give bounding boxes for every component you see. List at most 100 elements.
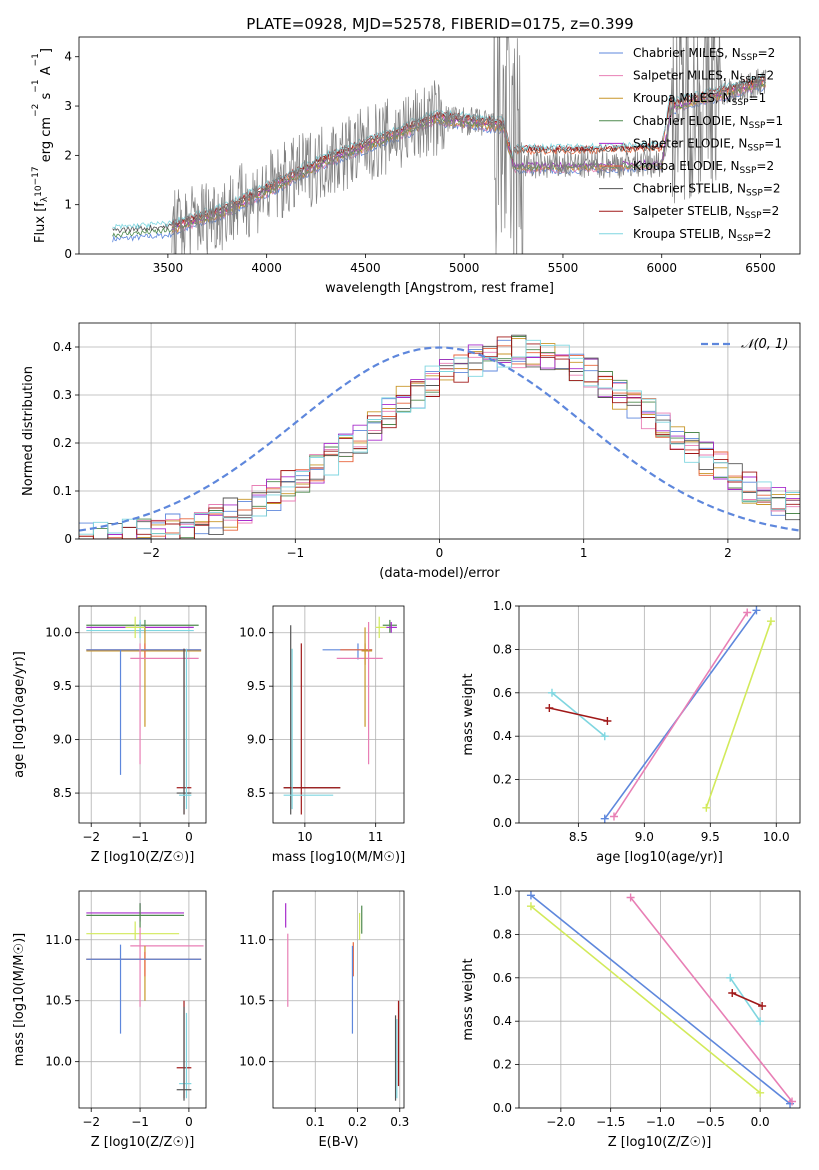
x-tick-label: −2 <box>142 546 160 560</box>
legend-label: 𝒩(0, 1) <box>741 337 788 352</box>
y-tick-label: 0.6 <box>493 971 512 985</box>
x-tick-label: 9.0 <box>635 830 654 844</box>
y-tick-label: 2 <box>64 148 72 162</box>
y-tick-label: 10.0 <box>45 626 72 640</box>
y-tick-label: 0.0 <box>493 816 512 830</box>
x-tick-label: 10.0 <box>763 830 790 844</box>
x-tick-label: 10 <box>297 830 312 844</box>
chart-layer: 3500 4000 4500 5000 5500 6000 6500 0 1 2 3 4 wavelen… <box>12 36 801 1150</box>
errorbar-plot-area <box>86 616 202 815</box>
legend-sub: SSP <box>732 98 749 108</box>
axes-frame <box>78 322 801 540</box>
y-axis-label: Normed distribution <box>21 366 36 496</box>
y-tick-label: 9.0 <box>53 733 72 747</box>
weight-plot-area <box>545 606 775 823</box>
y-tick-label: 9.0 <box>247 733 266 747</box>
y-tick-label: 8.5 <box>53 786 72 800</box>
residuals-plot-area <box>79 334 800 539</box>
observed-spectrum-line <box>171 37 767 254</box>
y-axis-label-part: −17 <box>31 166 41 185</box>
y-axis-label-part: −1 <box>31 79 41 92</box>
axes-frame <box>272 605 405 824</box>
y-axis-label-part: Flux [f <box>33 202 48 243</box>
legend-sub: SSP <box>746 189 763 199</box>
y-tick-label: 10.0 <box>45 1055 72 1069</box>
legend-label: Chabrier MILES, NSSP=2 <box>633 46 775 63</box>
y-tick-label: 4 <box>64 50 72 64</box>
x-tick-label: 0.0 <box>751 1115 770 1129</box>
legend-name: Kroupa STELIB, N <box>633 227 737 241</box>
x-axis-label: Z [log10(Z/Z☉)] <box>608 1135 712 1150</box>
weight-point-marker <box>766 617 775 626</box>
y-axis-label: mass weight <box>461 958 476 1040</box>
x-tick-label: −1.5 <box>596 1115 625 1129</box>
y-tick-label: 1.0 <box>493 599 512 613</box>
axes-frame <box>78 890 207 1109</box>
age-vs-mass-panel: 10 11 8.5 9.0 9.5 10.0 mass [log10(M/M☉)] <box>239 605 405 865</box>
legend-label: Kroupa ELODIE, NSSP=2 <box>633 159 774 176</box>
legend-sub: SSP <box>740 76 757 86</box>
figure-title: PLATE=0928, MJD=52578, FIBERID=0175, z=0… <box>246 15 633 33</box>
y-tick-label: 0.4 <box>493 729 512 743</box>
spectrum-panel: 3500 4000 4500 5000 5500 6000 6500 0 1 2 3 4 wavelen… <box>31 36 801 296</box>
y-axis-label-part: 10 <box>34 185 44 197</box>
legend-label: Chabrier STELIB, NSSP=2 <box>633 182 781 199</box>
legend-label: Chabrier ELODIE, NSSP=1 <box>633 114 783 131</box>
residual-histogram-chabrier-stelib <box>79 334 800 539</box>
legend-label: Salpeter ELODIE, NSSP=1 <box>633 136 782 153</box>
weight-point-marker <box>547 688 556 697</box>
x-tick-label: 11 <box>368 830 383 844</box>
weight-vs-age-panel: 8.5 9.0 9.5 10.0 0.0 0.2 0.4 0.6 0.8 1.0 age [log1… <box>461 599 801 865</box>
weight-point-marker <box>758 1002 767 1011</box>
legend-count: =2 <box>754 227 772 241</box>
x-tick-label: −1 <box>286 546 304 560</box>
y-tick-label: 0 <box>64 247 72 261</box>
weight-series-line <box>705 620 772 809</box>
errorbar-plot-area <box>283 616 397 815</box>
legend-count: =1 <box>764 136 782 150</box>
legend-sub: SSP <box>745 211 762 221</box>
x-tick-label: 2 <box>724 546 732 560</box>
y-axis-label-part: −2 <box>31 104 41 117</box>
x-tick-label: −0.5 <box>696 1115 725 1129</box>
y-tick-label: 0.8 <box>493 927 512 941</box>
x-tick-label: −1 <box>131 1115 149 1129</box>
weight-vs-Z-panel: −2.0 −1.5 −1.0 −0.5 0.0 0.0 0.2 0.4 0.6 0.8 1.0 Z [… <box>461 884 801 1150</box>
y-tick-label: 10.5 <box>239 994 266 1008</box>
x-tick-label: −2.0 <box>546 1115 575 1129</box>
y-axis-label-part: s <box>39 92 54 103</box>
y-tick-label: 1.0 <box>493 884 512 898</box>
y-tick-label: 0.6 <box>493 686 512 700</box>
axes-frame <box>518 605 801 824</box>
legend-name: Salpeter MILES, N <box>633 69 740 83</box>
x-tick-label: 0.2 <box>348 1115 367 1129</box>
y-tick-label: 9.5 <box>53 679 72 693</box>
weight-point-marker <box>600 814 609 823</box>
y-tick-label: 0.8 <box>493 642 512 656</box>
age-vs-Z-panel: −2 −1 0 8.5 9.0 9.5 10.0 Z [log10(Z/Z☉)] age [lo… <box>12 605 207 865</box>
axes-frame <box>78 605 207 824</box>
y-tick-label: 1 <box>64 198 72 212</box>
y-tick-label: 0.4 <box>493 1014 512 1028</box>
legend-count: =2 <box>763 182 781 196</box>
y-tick-label: 11.0 <box>45 933 72 947</box>
spectrum-plot-area <box>112 37 767 254</box>
x-axis-label: Z [log10(Z/Z☉)] <box>91 850 195 865</box>
residuals-panel: −2 −1 0 1 2 0 0.1 0.2 0.3 0.4 (data-model)/error No… <box>21 322 801 581</box>
x-axis-label: (data-model)/error <box>379 566 500 581</box>
y-axis-label-part: erg cm <box>39 117 54 166</box>
x-axis-label: wavelength [Angstrom, rest frame] <box>325 281 554 296</box>
legend-name: Kroupa ELODIE, N <box>633 159 740 173</box>
legend-name: Kroupa MILES, N <box>633 91 732 105</box>
x-axis-label: age [log10(age/yr)] <box>596 850 723 865</box>
weight-point-marker <box>526 902 535 911</box>
x-tick-label: 6000 <box>646 261 677 275</box>
x-tick-label: 0.3 <box>390 1115 409 1129</box>
y-axis-label: mass [log10(M/M☉)] <box>12 933 27 1066</box>
errorbar-plot-area <box>86 903 204 1101</box>
x-tick-label: 8.5 <box>569 830 588 844</box>
legend-sub: SSP <box>741 53 758 63</box>
weight-series-line <box>629 897 793 1102</box>
x-tick-label: −2 <box>82 1115 100 1129</box>
